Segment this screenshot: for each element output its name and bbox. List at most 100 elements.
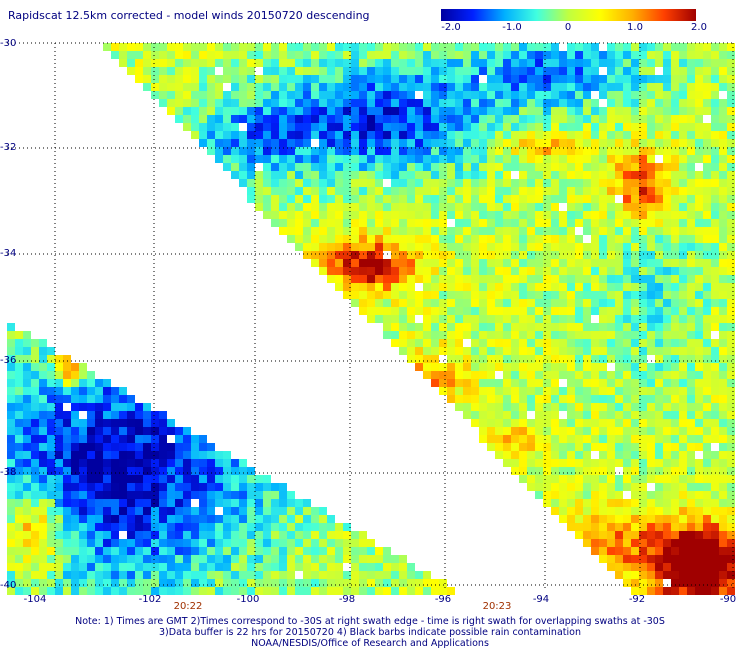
grid-cell xyxy=(679,163,687,171)
grid-cell xyxy=(711,563,719,571)
grid-cell xyxy=(631,235,639,243)
grid-cell xyxy=(631,147,639,155)
grid-cell xyxy=(239,131,247,139)
grid-cell xyxy=(567,163,575,171)
grid-cell xyxy=(175,499,183,507)
grid-cell xyxy=(543,427,551,435)
grid-cell xyxy=(583,395,591,403)
grid-cell xyxy=(135,467,143,475)
grid-cell xyxy=(671,195,679,203)
grid-cell xyxy=(271,51,279,59)
grid-cell xyxy=(655,315,663,323)
grid-cell xyxy=(519,459,527,467)
grid-cell xyxy=(567,363,575,371)
grid-cell xyxy=(687,323,695,331)
grid-cell xyxy=(631,539,639,547)
grid-cell xyxy=(263,155,271,163)
grid-cell xyxy=(391,83,399,91)
grid-cell xyxy=(695,155,703,163)
grid-cell xyxy=(599,179,607,187)
grid-cell xyxy=(247,483,255,491)
grid-cell xyxy=(327,131,335,139)
grid-cell xyxy=(343,235,351,243)
grid-cell xyxy=(655,483,663,491)
grid-cell xyxy=(671,107,679,115)
grid-cell xyxy=(583,219,591,227)
grid-cell xyxy=(23,563,31,571)
grid-cell xyxy=(631,563,639,571)
grid-cell xyxy=(247,555,255,563)
grid-cell xyxy=(303,219,311,227)
grid-cell xyxy=(711,179,719,187)
grid-cell xyxy=(207,51,215,59)
grid-cell xyxy=(223,59,231,67)
grid-cell xyxy=(167,563,175,571)
grid-cell xyxy=(631,91,639,99)
grid-cell xyxy=(511,147,519,155)
grid-cell xyxy=(511,99,519,107)
grid-cell xyxy=(103,43,111,51)
grid-cell xyxy=(575,163,583,171)
grid-cell xyxy=(375,67,383,75)
grid-cell xyxy=(263,203,271,211)
grid-cell xyxy=(183,563,191,571)
grid-cell xyxy=(135,411,143,419)
grid-cell xyxy=(527,115,535,123)
grid-cell xyxy=(655,363,663,371)
grid-cell xyxy=(551,323,559,331)
grid-cell xyxy=(487,163,495,171)
grid-cell xyxy=(663,179,671,187)
grid-cell xyxy=(167,459,175,467)
grid-cell xyxy=(255,523,263,531)
grid-cell xyxy=(623,459,631,467)
grid-cell xyxy=(135,459,143,467)
grid-cell xyxy=(87,475,95,483)
grid-cell xyxy=(471,395,479,403)
grid-cell xyxy=(31,419,39,427)
grid-cell xyxy=(583,491,591,499)
grid-cell xyxy=(727,195,735,203)
grid-cell xyxy=(575,387,583,395)
grid-cell xyxy=(479,307,487,315)
grid-cell xyxy=(87,523,95,531)
grid-cell xyxy=(127,427,135,435)
grid-cell xyxy=(431,347,439,355)
grid-cell xyxy=(727,443,735,451)
grid-cell xyxy=(543,299,551,307)
grid-cell xyxy=(247,539,255,547)
grid-cell xyxy=(359,275,367,283)
grid-cell xyxy=(559,435,567,443)
grid-cell xyxy=(663,67,671,75)
grid-cell xyxy=(159,571,167,579)
grid-cell xyxy=(431,75,439,83)
grid-cell xyxy=(335,59,343,67)
grid-cell xyxy=(607,243,615,251)
grid-cell xyxy=(47,563,55,571)
grid-cell xyxy=(639,203,647,211)
lat-label: -36 xyxy=(0,355,17,366)
grid-cell xyxy=(143,451,151,459)
grid-cell xyxy=(503,259,511,267)
grid-cell xyxy=(415,115,423,123)
grid-cell xyxy=(127,579,135,587)
grid-cell xyxy=(671,395,679,403)
grid-cell xyxy=(359,171,367,179)
grid-cell xyxy=(135,539,143,547)
grid-cell xyxy=(151,475,159,483)
grid-cell xyxy=(631,491,639,499)
grid-cell xyxy=(239,547,247,555)
grid-cell xyxy=(431,171,439,179)
grid-cell xyxy=(647,555,655,563)
grid-cell xyxy=(495,315,503,323)
grid-cell xyxy=(639,211,647,219)
grid-cell xyxy=(551,467,559,475)
grid-cell xyxy=(359,75,367,83)
grid-cell xyxy=(711,491,719,499)
grid-cell xyxy=(479,331,487,339)
grid-cell xyxy=(631,123,639,131)
grid-cell xyxy=(311,251,319,259)
grid-cell xyxy=(583,411,591,419)
grid-cell xyxy=(263,139,271,147)
grid-cell xyxy=(351,99,359,107)
grid-cell xyxy=(551,163,559,171)
